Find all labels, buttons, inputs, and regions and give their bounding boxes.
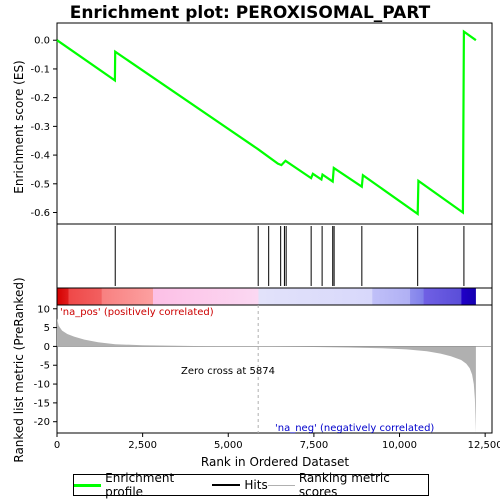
- rank-ytick-label: -5: [40, 361, 50, 372]
- ranking-metric-area: [57, 318, 476, 433]
- ranking-panel: 10 5 0 -5 -10 -15 -20 0 2,500 5,000 7,500 10,000 12,…: [34, 304, 500, 451]
- positive-correlation-label: 'na_pos' (positively correlated): [60, 307, 214, 318]
- enrichment-profile-line: [56, 29, 477, 216]
- rank-ytick-label: 10: [37, 304, 50, 315]
- hits-panel-frame: [56, 223, 493, 289]
- rank-ytick-label: 5: [44, 323, 50, 334]
- rank-xtick-label: 2,500: [128, 440, 157, 451]
- rank-ytick-label: 0: [44, 342, 50, 353]
- es-ytick-label: -0.4: [30, 151, 50, 162]
- legend-swatch-enrichment: [74, 483, 102, 487]
- es-ytick-label: -0.6: [30, 208, 50, 219]
- rank-color-bar: [56, 287, 493, 306]
- rank-ytick-label: -10: [34, 380, 50, 391]
- negative-correlation-label: 'na_neg' (negatively correlated): [275, 423, 434, 434]
- es-ytick-label: 0.0: [34, 36, 50, 47]
- legend-label-enrichment: Enrichment profile: [105, 471, 175, 499]
- legend-item-ranking: Ranking metric scores: [267, 471, 428, 499]
- legend-item-hits: Hits: [212, 478, 268, 492]
- hits-panel: [56, 223, 493, 289]
- es-ytick-label: -0.3: [30, 122, 50, 133]
- legend-swatch-ranking: [267, 484, 295, 486]
- legend-label-ranking: Ranking metric scores: [298, 471, 390, 499]
- legend: Enrichment profile Hits Ranking metric s…: [73, 471, 429, 499]
- es-ytick-label: -0.1: [30, 64, 50, 75]
- legend-item-enrichment: Enrichment profile: [74, 471, 212, 499]
- es-axis-label: Enrichment score (ES): [12, 60, 26, 193]
- rank-xtick-label: 0: [54, 440, 60, 451]
- es-panel: 0.0 -0.1 -0.2 -0.3 -0.4 -0.5 -0.6: [30, 22, 493, 225]
- ranking-axis-label: Ranked list metric (PreRanked): [12, 277, 26, 462]
- ranking-panel-frame: [56, 304, 493, 434]
- rank-ytick-label: -15: [34, 398, 50, 409]
- es-ytick-label: -0.5: [30, 179, 50, 190]
- chart-title: Enrichment plot: PEROXISOMAL_PART: [70, 3, 431, 23]
- rank-color-gradient: [57, 288, 476, 305]
- es-panel-frame: [56, 22, 493, 225]
- rank-xtick-label: 7,500: [300, 440, 329, 451]
- rank-ytick-label: -20: [34, 417, 50, 428]
- es-ytick-label: -0.2: [30, 93, 50, 104]
- rank-xtick-label: 12,500: [468, 440, 500, 451]
- rank-axis-label: Rank in Ordered Dataset: [201, 455, 349, 469]
- rank-xtick-label: 10,000: [382, 440, 417, 451]
- zero-cross-label: Zero cross at 5874: [181, 366, 275, 377]
- legend-swatch-hits: [212, 484, 241, 486]
- rank-xtick-label: 5,000: [214, 440, 243, 451]
- legend-label-hits: Hits: [244, 478, 268, 492]
